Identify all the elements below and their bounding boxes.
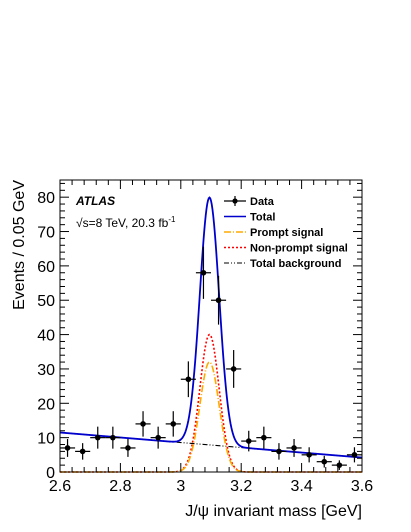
data-point-marker [321,458,328,465]
energy-label-text: √s=8 TeV, 20.3 fb [76,216,169,230]
data-point [60,439,76,457]
data-point [271,443,287,460]
data-point-marker [336,462,343,468]
data-point-marker [140,421,146,427]
y-axis-label: Events / 0.05 GeV [11,180,28,310]
data-point-marker [94,434,101,441]
y-tick-label: 40 [37,328,55,345]
y-tick-label: 10 [37,431,55,448]
data-point-marker [261,434,267,441]
data-point [226,350,242,388]
x-tick-label: 3 [176,478,185,495]
x-tick-label: 2.6 [49,478,71,495]
data-point [120,439,136,457]
legend-entry-nonprompt: Non-prompt signal [224,243,348,255]
data-point-marker [64,445,71,451]
data-point-marker [230,366,237,372]
data-point [75,443,91,460]
plot-frame [59,179,363,473]
legend-label: Total [250,212,275,224]
y-tick-label: 70 [37,225,55,242]
data-point-marker [306,452,312,458]
data-point [150,426,166,449]
x-tick-label: 2.8 [109,478,131,495]
data-point [241,430,257,452]
data-point [105,426,121,449]
legend-label: Prompt signal [250,227,323,239]
y-tick-label: 0 [46,465,55,482]
legend-label: Total background [250,258,341,270]
plot-background [60,180,362,472]
data-point-marker [79,448,86,455]
data-point [135,411,151,437]
legend-label: Non-prompt signal [250,243,348,255]
data-point [316,455,332,468]
legend: Data Total Prompt signal Non-prompt signal T… [224,196,348,270]
y-tick-label: 30 [37,362,55,379]
data-point-marker [245,438,252,444]
data-point [346,447,362,463]
data-point-marker [110,434,116,441]
data-point [211,275,227,325]
legend-swatch-marker [232,198,238,204]
x-tick-label: 3.4 [290,478,312,495]
data-point [195,246,211,299]
y-tick-label: 20 [37,396,55,413]
x-tick-label: 3.6 [351,478,373,495]
data-point [331,460,347,470]
data-point-marker [185,376,192,383]
x-tick-label: 3.2 [230,478,252,495]
data-point [286,439,302,457]
data-point-marker [170,421,177,427]
legend-entry-background: Total background [224,258,341,270]
data-point [256,426,272,449]
data-point-marker [125,445,131,451]
data-point [301,447,317,463]
legend-label: Data [250,196,275,208]
energy-luminosity-label: √s=8 TeV, 20.3 fb-1 [76,215,176,230]
legend-entry-prompt: Prompt signal [224,227,323,239]
legend-entry-data: Data [224,196,275,208]
data-point [90,426,106,449]
data-point-marker [351,452,358,458]
data-point-marker [155,434,161,441]
tick-labels: 2.6 2.8 3 3.2 3.4 3.6 0 10 20 30 40 50 60 70 80 [37,190,373,495]
data-point-marker [291,445,297,451]
axis-ticks [59,180,363,473]
experiment-label: ATLAS [75,194,115,208]
y-tick-label: 50 [37,293,55,310]
energy-label-superscript: -1 [168,215,176,224]
y-tick-label: 60 [37,259,55,276]
data-point [165,411,181,437]
data-point-marker [276,448,282,455]
data-point-marker [200,269,207,276]
data-point-marker [215,297,222,304]
y-tick-label: 80 [37,190,55,207]
data-point [180,361,196,398]
legend-entry-total: Total [224,212,275,224]
data-points [60,246,362,470]
x-axis-label: J/ψ invariant mass [GeV] [185,503,362,520]
